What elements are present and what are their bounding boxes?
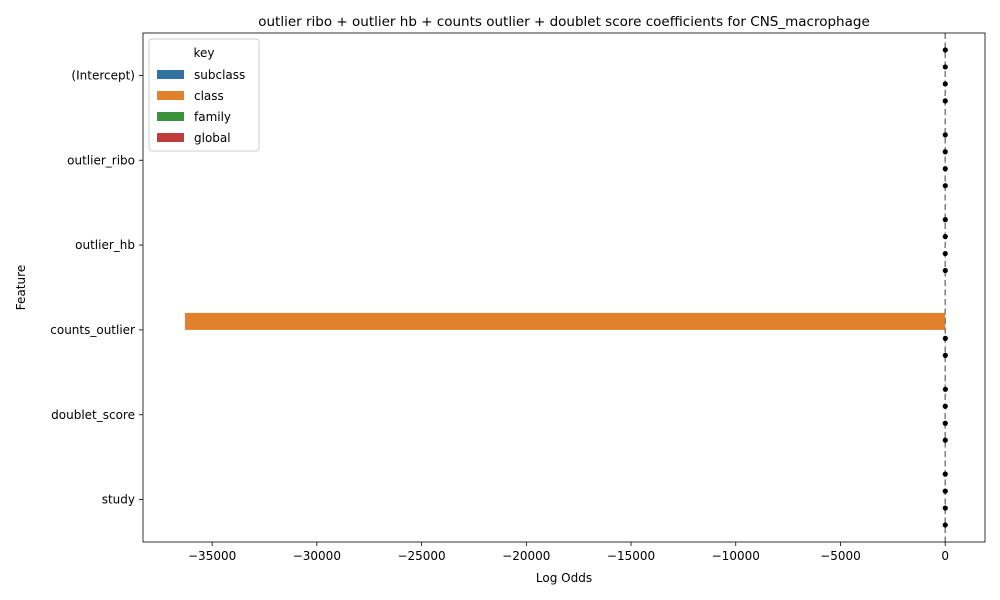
plot-frame [142,32,986,543]
point-global-counts_outlier [942,352,948,358]
legend-label-global: global [194,131,231,145]
point-subclass-study [942,471,948,477]
point-class-study [942,488,948,494]
point-family-study [942,505,948,511]
point-family-doublet_score [942,420,948,426]
legend-entries: subclass class family global [157,68,245,145]
chart-title: outlier ribo + outlier hb + counts outli… [258,14,870,30]
x-tick-label: −20000 [502,549,550,563]
point-class-outlier_ribo [942,149,948,155]
x-tick-label: −15000 [607,549,655,563]
x-tick-label: −10000 [712,549,760,563]
x-tick-label: 0 [941,549,949,563]
y-tick-label: outlier_ribo [67,153,135,167]
bars-layer [184,41,946,534]
y-tick-label: doublet_score [51,408,135,422]
x-axis-label: Log Odds [536,571,592,585]
point-subclass-doublet_score [942,386,948,392]
point-class-outlier_hb [942,234,948,240]
point-subclass-outlier_hb [942,217,948,223]
point-subclass-outlier_ribo [942,132,948,138]
legend-box [148,38,260,152]
legend-label-subclass: subclass [194,68,245,82]
x-tick-label: −5000 [820,549,861,563]
point-global-study [942,522,948,528]
legend-title: key [193,46,214,60]
legend-swatch-family [157,112,184,121]
point-global-(Intercept) [942,98,948,104]
points-layer [942,47,948,528]
legend-swatch-subclass [157,70,184,79]
x-tick-label: −25000 [397,549,445,563]
bar-class-counts_outlier [184,312,946,330]
legend: key subclass class family global [148,38,260,152]
y-tick-label: (Intercept) [71,68,135,82]
point-family-outlier_ribo [942,166,948,172]
point-class-doublet_score [942,403,948,409]
point-global-outlier_hb [942,267,948,274]
point-class-(Intercept) [942,64,948,70]
legend-swatch-global [157,133,184,142]
point-global-doublet_score [942,437,948,443]
y-axis-label: Feature [14,265,28,310]
point-global-outlier_ribo [942,183,948,189]
point-subclass-(Intercept) [942,47,948,53]
x-tick-label: −30000 [293,549,341,563]
y-tick-label: counts_outlier [50,323,135,337]
y-tick-label: outlier_hb [75,238,135,252]
x-ticks: −35000 −30000 −25000 −20000 −15000 −10000 −500… [188,542,949,563]
y-ticks: (Intercept) outlier_ribo outlier_hb counts_… [50,68,143,507]
point-family-outlier_hb [942,250,948,257]
legend-swatch-class [157,91,184,100]
point-family-(Intercept) [942,81,948,87]
point-family-counts_outlier [942,335,948,341]
legend-label-family: family [194,110,231,124]
x-tick-label: −35000 [188,549,236,563]
legend-label-class: class [194,89,224,103]
y-tick-label: study [102,493,135,507]
